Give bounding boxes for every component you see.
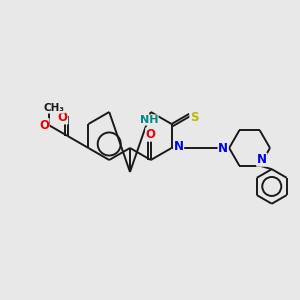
Text: N: N (218, 142, 228, 155)
Text: N: N (174, 140, 184, 154)
Text: CH₃: CH₃ (44, 103, 64, 113)
Text: N: N (257, 153, 267, 166)
Text: O: O (39, 119, 49, 132)
Text: NH: NH (140, 115, 158, 125)
Text: O: O (146, 128, 156, 141)
Text: O: O (58, 111, 68, 124)
Text: S: S (190, 111, 199, 124)
